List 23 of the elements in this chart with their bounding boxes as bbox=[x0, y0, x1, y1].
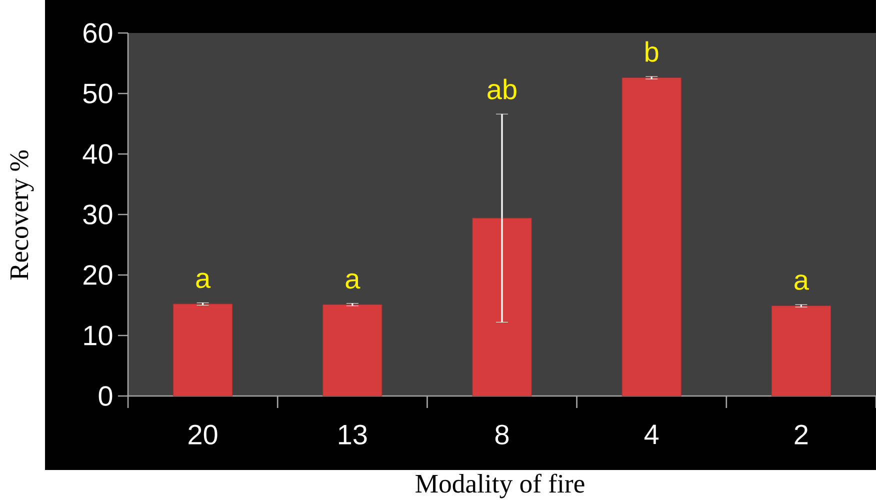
y-tick-label: 60 bbox=[84, 23, 112, 43]
annotation: a bbox=[346, 273, 360, 289]
x-tick-label: 13 bbox=[338, 424, 367, 445]
bar bbox=[322, 304, 382, 396]
bar bbox=[771, 306, 831, 396]
annotation: a bbox=[196, 272, 211, 288]
bar bbox=[173, 304, 233, 396]
y-tick-label: 40 bbox=[82, 144, 112, 164]
annotation: b bbox=[646, 41, 658, 62]
y-axis-title: Recovery % bbox=[10, 150, 34, 280]
y-tick-label: 0 bbox=[98, 386, 112, 406]
x-tick-label: 8 bbox=[495, 424, 509, 445]
y-tick-label: 20 bbox=[84, 265, 112, 285]
y-tick-label: 10 bbox=[84, 326, 112, 346]
y-tick-label: 50 bbox=[83, 84, 112, 104]
bar bbox=[622, 78, 682, 396]
annotation: ab bbox=[488, 78, 516, 100]
x-tick-label: 2 bbox=[794, 424, 808, 444]
x-tick-label: 20 bbox=[188, 424, 218, 445]
x-tick-label: 4 bbox=[644, 424, 659, 444]
annotation: a bbox=[794, 274, 809, 290]
x-axis-title: Modality of fire bbox=[416, 474, 584, 498]
y-tick-label: 30 bbox=[83, 204, 112, 224]
